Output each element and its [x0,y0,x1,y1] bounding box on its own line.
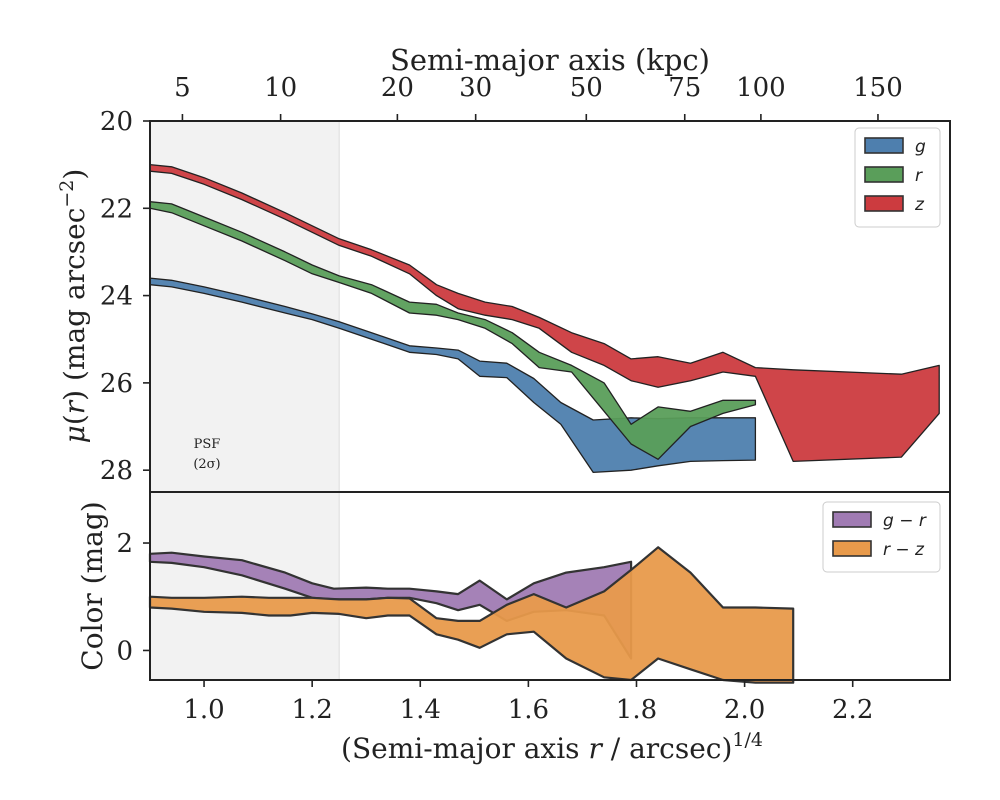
top-x-tick-label: 20 [381,73,414,103]
bottom-panel-frame [149,491,951,681]
top-y-tick-label: 22 [100,194,133,224]
ylabel-close: ) [58,169,91,180]
color-bands [148,546,795,684]
top-y-tick-label: 24 [100,282,133,312]
bottom-x-tick-label: 1.4 [400,695,441,725]
top-x-tick-label: 5 [174,73,191,103]
band-g [149,277,757,474]
top-y-tick-label: 20 [100,107,133,137]
xlabel-sup: 1/4 [732,729,763,751]
legend-swatch [832,511,872,528]
band-rz [148,546,795,684]
bottom-x-tick-label: 1.8 [616,695,657,725]
bottom-y-tick-label: 0 [116,636,133,666]
top-x-ticks: 5 10 20 30 50 75 100 150 [174,73,903,121]
bottom-y-tick-label: 2 [116,529,133,559]
xlabel-pre: (Semi-major axis [341,732,588,765]
top-y-tick-label: 28 [100,456,133,486]
surface-brightness-bands [149,163,940,474]
xlabel-r: r [588,732,603,765]
top-x-axis-title: Semi-major axis (kpc) [390,43,710,77]
top-y-tick-label: 26 [100,369,133,399]
bottom-y-axis-title: Color (mag) [76,501,109,670]
bottom-x-ticks: 1.0 1.2 1.4 1.6 1.8 2.0 2.2 [183,680,873,725]
legend-label: z [914,195,925,215]
legend-label: g − r [883,511,927,531]
top-x-tick-label: 100 [736,73,786,103]
ylabel-pre: ( [58,414,91,425]
legend-swatch [832,540,872,557]
psf-label-line2: (2σ) [193,457,220,472]
bottom-y-ticks: 20 [116,529,150,666]
ylabel-sup: −2 [56,180,78,208]
bottom-x-tick-label: 2.0 [724,695,765,725]
ylabel-rest: ) (mag arcsec [58,208,91,401]
ylabel-r: r [58,399,91,414]
top-y-ticks: 20 22 24 26 28 [100,107,150,486]
top-x-tick-label: 50 [570,73,603,103]
top-x-tick-label: 10 [264,73,297,103]
bottom-x-tick-label: 1.6 [508,695,549,725]
top-x-tick-label: 30 [459,73,492,103]
legend-label: r − z [883,540,925,560]
bottom-x-tick-label: 2.2 [832,695,873,725]
top-x-tick-label: 150 [853,73,903,103]
top-y-axis-title: μ(r) (mag arcsec−2) [56,169,91,444]
top-x-tick-label: 75 [668,73,701,103]
bottom-x-axis-title: (Semi-major axis r / arcsec)1/4 [341,729,763,765]
psf-region-top [150,121,340,492]
legend-swatch [864,166,904,183]
xlabel-mid: / arcsec) [602,732,733,765]
ylabel-mu: μ [58,425,91,443]
psf-label-line1: PSF [194,437,221,452]
legend-swatch [864,137,904,154]
legend-color: g − r r − z [822,501,941,573]
band-r [149,201,757,460]
legend-surface-brightness: grz [854,127,941,228]
legend-label: g [915,137,926,157]
bottom-x-tick-label: 1.0 [183,695,224,725]
bottom-x-tick-label: 1.2 [291,695,332,725]
legend-swatch [864,195,904,212]
legend-label: r [915,166,923,186]
band-z [149,163,940,463]
